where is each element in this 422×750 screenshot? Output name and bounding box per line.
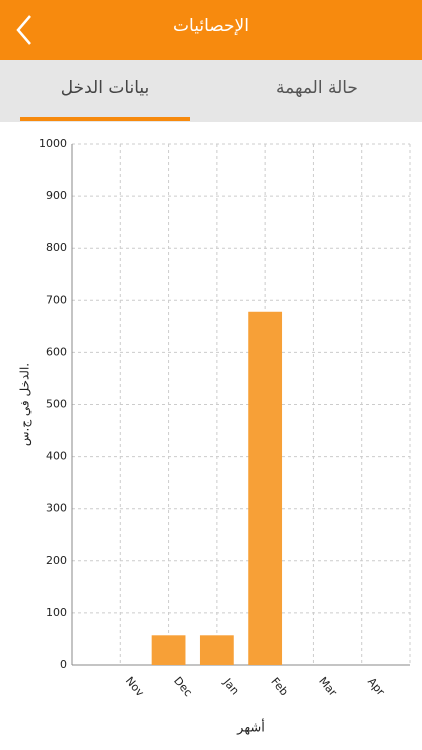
bar: [248, 311, 283, 665]
y-tick-label: 600: [46, 345, 67, 358]
x-tick-label: Jan: [220, 675, 242, 697]
y-tick-label: 200: [46, 554, 67, 567]
x-tick-label: Dec: [171, 674, 195, 699]
header: الإحصائيات: [0, 0, 422, 60]
y-tick-label: 400: [46, 450, 67, 463]
tab[interactable]: بيانات الدخل: [60, 78, 150, 98]
y-tick-label: 300: [46, 502, 67, 515]
tab[interactable]: حالة المهمة: [276, 78, 358, 98]
x-tick-label: Apr: [365, 675, 387, 698]
back-button[interactable]: [8, 10, 48, 50]
bar: [151, 635, 186, 665]
header-title: الإحصائيات: [173, 16, 249, 36]
tab-bar: بيانات الدخل حالة المهمة: [0, 60, 422, 122]
y-tick-label: 700: [46, 293, 67, 306]
y-tick-label: 900: [46, 189, 67, 202]
y-tick-label: 500: [46, 398, 67, 411]
tab-indicator: [20, 117, 190, 121]
y-tick-label: 100: [46, 606, 67, 619]
bar: [199, 635, 234, 665]
x-tick-label: Feb: [268, 675, 290, 698]
y-tick-label: 0: [60, 658, 67, 671]
y-axis-label: الدخل في ج.س.: [18, 363, 33, 446]
x-axis-label: أشهر: [236, 719, 265, 736]
x-tick-label: Mar: [316, 675, 340, 700]
y-tick-label: 1000: [39, 137, 67, 150]
x-tick-label: Nov: [123, 674, 147, 699]
chart: 0 100 200 300 400 500 600 700 800 900 1000 Nov Dec Ja…: [18, 137, 411, 736]
y-tick-label: 800: [46, 241, 67, 254]
